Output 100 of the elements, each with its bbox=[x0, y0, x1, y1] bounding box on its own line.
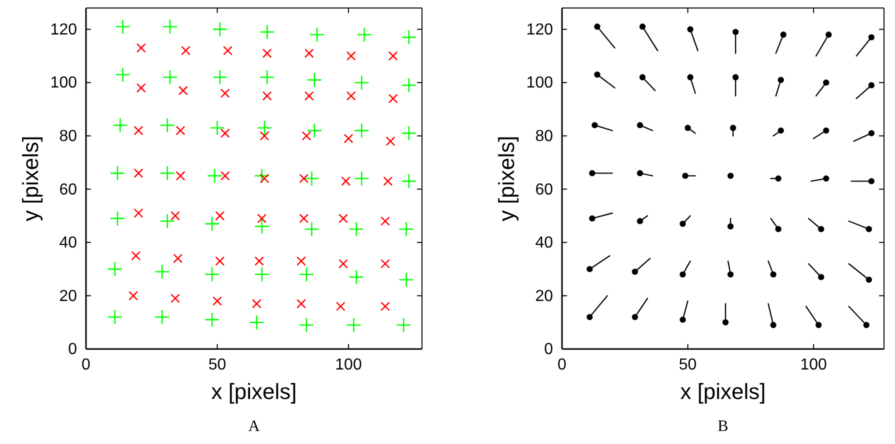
point bbox=[632, 268, 638, 275]
point bbox=[592, 122, 598, 128]
point bbox=[306, 122, 322, 138]
point bbox=[262, 48, 272, 58]
point bbox=[727, 271, 734, 278]
point bbox=[136, 43, 146, 53]
y-tick-label: 0 bbox=[68, 341, 78, 358]
point bbox=[254, 256, 264, 266]
point bbox=[204, 312, 220, 328]
point bbox=[298, 266, 314, 282]
point bbox=[868, 34, 875, 40]
point bbox=[338, 214, 348, 224]
point bbox=[336, 302, 346, 312]
y-tick-label: 40 bbox=[59, 234, 78, 252]
point bbox=[636, 218, 644, 224]
point bbox=[727, 223, 734, 230]
text: B bbox=[718, 418, 728, 435]
point bbox=[160, 166, 176, 181]
point bbox=[134, 168, 144, 178]
point bbox=[304, 221, 320, 237]
point bbox=[173, 254, 183, 264]
point bbox=[107, 309, 123, 325]
y-tick-label: 120 bbox=[526, 21, 554, 38]
point bbox=[220, 171, 230, 181]
point bbox=[780, 32, 786, 38]
point bbox=[220, 88, 230, 98]
point bbox=[868, 178, 875, 184]
point bbox=[204, 216, 220, 232]
point bbox=[636, 122, 644, 128]
point bbox=[254, 218, 270, 234]
point bbox=[732, 28, 739, 36]
y-tick-label: 40 bbox=[535, 234, 554, 252]
point bbox=[680, 316, 686, 323]
y-axis-title: y [pixels] bbox=[494, 136, 519, 222]
point bbox=[212, 70, 228, 85]
point bbox=[304, 91, 314, 101]
point bbox=[386, 136, 396, 146]
point bbox=[131, 251, 141, 260]
point bbox=[302, 131, 312, 141]
point bbox=[212, 296, 222, 306]
point bbox=[306, 72, 322, 88]
y-tick-label: 0 bbox=[544, 341, 554, 358]
point bbox=[181, 46, 190, 56]
point bbox=[338, 259, 348, 268]
point bbox=[304, 48, 314, 58]
point bbox=[356, 26, 372, 42]
point bbox=[727, 172, 734, 179]
point bbox=[680, 220, 686, 227]
point bbox=[401, 78, 417, 93]
point bbox=[388, 51, 398, 61]
point bbox=[778, 76, 784, 84]
x-tick-label: 100 bbox=[800, 356, 828, 374]
point bbox=[823, 80, 830, 86]
point bbox=[136, 83, 146, 93]
point bbox=[401, 30, 417, 45]
point bbox=[398, 272, 414, 288]
point bbox=[110, 210, 126, 226]
point bbox=[354, 170, 370, 186]
point bbox=[730, 124, 736, 131]
point bbox=[348, 269, 364, 285]
point bbox=[134, 208, 144, 218]
point bbox=[401, 126, 417, 141]
point bbox=[262, 91, 272, 101]
point bbox=[346, 51, 356, 61]
point bbox=[212, 22, 228, 37]
point bbox=[346, 317, 362, 333]
point bbox=[260, 174, 270, 184]
point bbox=[816, 322, 822, 328]
point bbox=[309, 26, 325, 42]
point bbox=[388, 94, 398, 104]
point bbox=[178, 86, 188, 96]
point bbox=[257, 214, 267, 224]
y-axis-title: y [pixels] bbox=[18, 136, 43, 222]
point bbox=[260, 131, 270, 141]
x-tick-label: 0 bbox=[82, 356, 91, 374]
point bbox=[636, 170, 644, 176]
point bbox=[254, 168, 270, 184]
point bbox=[354, 122, 370, 138]
y-tick-label: 20 bbox=[535, 288, 554, 305]
y-tick-label: 80 bbox=[535, 128, 554, 145]
point bbox=[176, 126, 186, 136]
point bbox=[398, 221, 414, 237]
point bbox=[298, 317, 314, 333]
point bbox=[223, 46, 232, 56]
point bbox=[112, 118, 128, 133]
point bbox=[770, 271, 776, 278]
point bbox=[639, 24, 646, 30]
point bbox=[383, 176, 393, 186]
point bbox=[684, 124, 691, 131]
point bbox=[215, 256, 225, 266]
point bbox=[299, 174, 309, 184]
point bbox=[296, 256, 306, 266]
point bbox=[818, 274, 824, 280]
point bbox=[823, 127, 830, 134]
point bbox=[687, 74, 694, 80]
point bbox=[863, 322, 870, 328]
point bbox=[107, 261, 123, 277]
point bbox=[215, 211, 225, 221]
point bbox=[154, 264, 170, 280]
point bbox=[252, 298, 262, 308]
